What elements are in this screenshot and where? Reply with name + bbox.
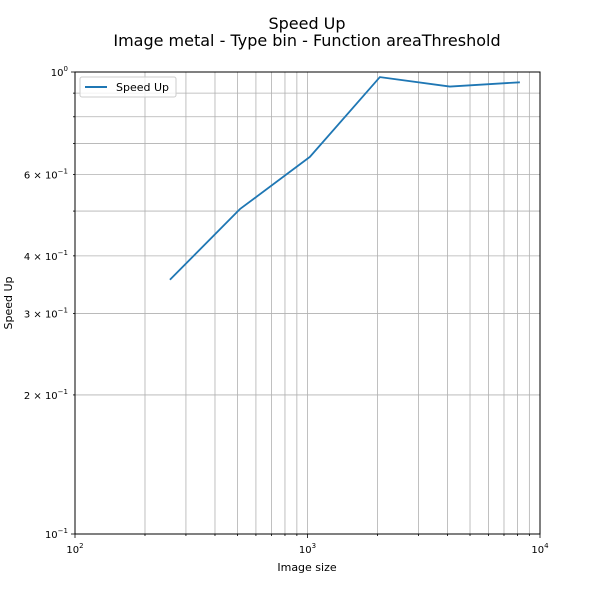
y-axis-label: Speed Up [2, 276, 15, 329]
series-layer [169, 76, 520, 281]
x-tick-label: 104 [531, 542, 549, 556]
grid [75, 72, 540, 534]
legend-label: Speed Up [116, 81, 169, 94]
x-axis-label: Image size [277, 561, 337, 574]
legend: Speed Up [79, 76, 177, 98]
y-tick-label: 10−1 [45, 527, 68, 541]
y-tick-label: 100 [51, 65, 68, 79]
chart-title: Speed Up [268, 14, 345, 33]
x-tick-label: 102 [66, 542, 83, 556]
y-tick-label: 6 × 10−1 [24, 167, 68, 181]
y-tick-label: 3 × 10−1 [24, 307, 68, 321]
chart-subtitle: Image metal - Type bin - Function areaTh… [113, 31, 500, 50]
ticks: 102 103 104 10−1 2 × 10−1 3 × 10−1 4 × 10−1 6 ×… [24, 65, 549, 556]
y-tick-label: 2 × 10−1 [24, 388, 68, 402]
x-tick-label: 103 [299, 542, 316, 556]
y-tick-label: 4 × 10−1 [24, 249, 68, 263]
series-line [169, 76, 520, 281]
legend-box [79, 76, 177, 98]
